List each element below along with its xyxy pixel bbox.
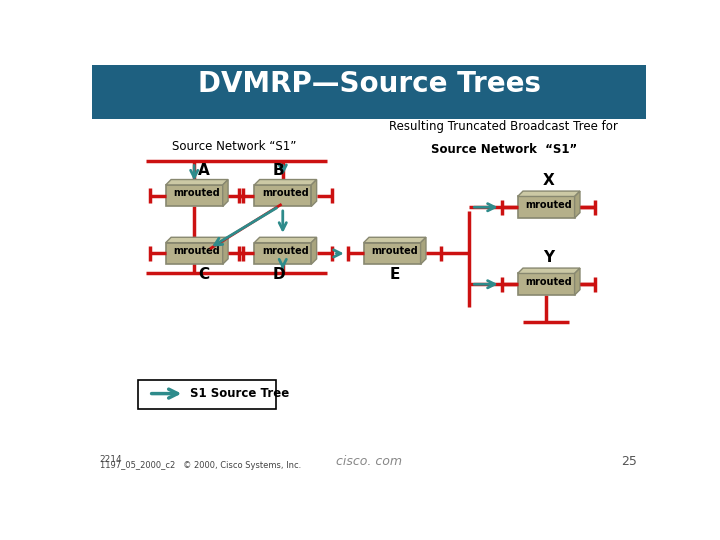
Text: S1 Source Tree: S1 Source Tree: [189, 387, 289, 400]
Text: B: B: [273, 163, 284, 178]
Text: DVMRP—Source Trees: DVMRP—Source Trees: [197, 70, 541, 98]
Polygon shape: [575, 191, 580, 218]
FancyBboxPatch shape: [166, 185, 222, 206]
Polygon shape: [254, 237, 317, 242]
Polygon shape: [364, 237, 426, 242]
Text: 1197_05_2000_c2   © 2000, Cisco Systems, Inc.: 1197_05_2000_c2 © 2000, Cisco Systems, I…: [99, 461, 301, 470]
FancyBboxPatch shape: [254, 242, 311, 264]
Text: mrouted: mrouted: [526, 200, 572, 210]
Bar: [92, 65, 647, 92]
Ellipse shape: [53, 69, 685, 138]
Bar: [92, 65, 647, 103]
Polygon shape: [311, 237, 317, 264]
Polygon shape: [575, 268, 580, 295]
Polygon shape: [222, 237, 228, 264]
Text: A: A: [197, 163, 210, 178]
Bar: [92, 119, 647, 481]
Polygon shape: [166, 179, 228, 185]
Text: cisco. com: cisco. com: [336, 455, 402, 468]
Text: C: C: [198, 267, 209, 282]
Text: Source Network “S1”: Source Network “S1”: [172, 140, 297, 153]
Polygon shape: [222, 179, 228, 206]
Bar: [92, 65, 647, 103]
Text: Resulting Truncated Broadcast Tree for: Resulting Truncated Broadcast Tree for: [390, 119, 618, 132]
Polygon shape: [518, 268, 580, 273]
Polygon shape: [166, 237, 228, 242]
Text: Source Network  “S1”: Source Network “S1”: [431, 143, 577, 157]
FancyBboxPatch shape: [138, 380, 276, 409]
Polygon shape: [420, 237, 426, 264]
FancyBboxPatch shape: [518, 273, 575, 295]
Polygon shape: [311, 179, 317, 206]
FancyBboxPatch shape: [254, 185, 311, 206]
Polygon shape: [254, 179, 317, 185]
Text: mrouted: mrouted: [262, 246, 309, 256]
Bar: [92, 80, 647, 103]
Text: Y: Y: [543, 250, 554, 265]
Text: E: E: [390, 267, 400, 282]
FancyBboxPatch shape: [364, 242, 420, 264]
Text: 2214: 2214: [99, 455, 122, 464]
Text: 25: 25: [621, 455, 637, 468]
FancyBboxPatch shape: [518, 197, 575, 218]
Text: X: X: [543, 173, 554, 188]
Text: D: D: [273, 267, 285, 282]
Text: mrouted: mrouted: [526, 276, 572, 287]
Text: mrouted: mrouted: [174, 246, 220, 256]
Text: mrouted: mrouted: [372, 246, 418, 256]
Text: mrouted: mrouted: [262, 188, 309, 198]
Polygon shape: [518, 191, 580, 197]
FancyBboxPatch shape: [166, 242, 222, 264]
Text: mrouted: mrouted: [174, 188, 220, 198]
